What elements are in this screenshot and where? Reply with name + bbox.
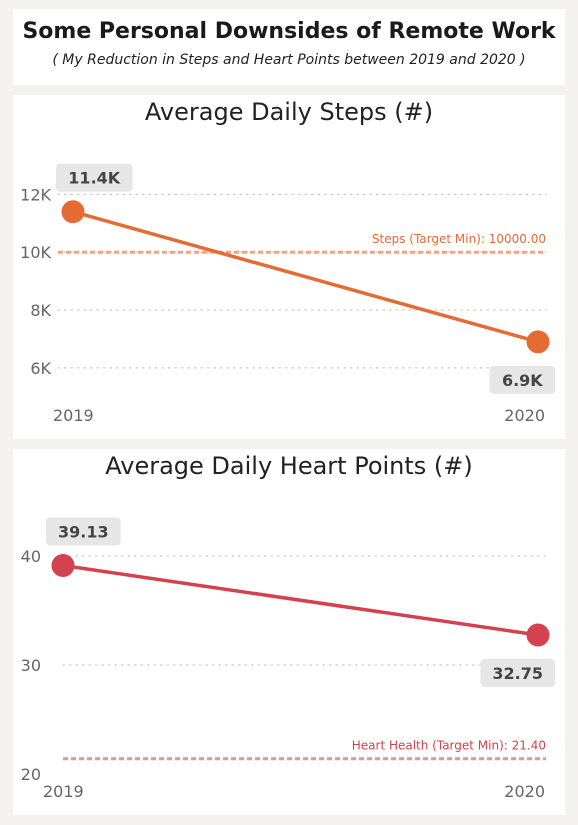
steps-chart-title: Average Daily Steps (#) [144,98,434,126]
y-tick-label: 30 [21,656,41,675]
data-label: 39.13 [58,522,109,541]
data-point [526,623,550,647]
data-label-box [489,365,555,394]
data-label-box [46,517,121,546]
heart-points-chart-card: Average Daily Heart Points (#) 20 30 40 201… [13,449,565,815]
reference-line-label: Steps (Target Min): 10000.00 [372,232,546,246]
data-label: 6.9K [502,371,543,390]
x-tick-label: 2019 [53,406,94,425]
heart-points-chart: 20 30 40 2019 2020 Heart Health (Target Min):… [21,517,555,801]
y-tick-label: 40 [21,547,41,566]
data-point [61,200,85,224]
y-tick-label: 10K [20,243,51,262]
data-point [51,553,75,577]
data-label: 32.75 [492,664,543,683]
data-label-box [480,659,555,688]
x-tick-label: 2020 [504,406,545,425]
header-card: Some Personal Downsides of Remote Work (… [13,9,565,85]
page-subtitle: ( My Reduction in Steps and Heart Points… [52,52,526,68]
data-label: 11.4K [68,169,120,188]
reference-line-label: Heart Health (Target Min): 21.40 [352,739,546,753]
y-tick-label: 20 [21,765,41,784]
x-tick-label: 2020 [504,782,545,801]
series-line [62,563,539,637]
steps-chart-card: Average Daily Steps (#) 6K 8K 10K 12K 2019 20… [13,95,565,439]
x-tick-label: 2019 [43,782,84,801]
y-tick-label: 12K [20,185,51,204]
y-tick-label: 8K [30,301,51,320]
steps-chart: 6K 8K 10K 12K 2019 2020 Steps (Target Min): 10… [20,163,555,425]
heart-points-chart-title: Average Daily Heart Points (#) [105,452,473,480]
page-title: Some Personal Downsides of Remote Work [22,19,556,44]
y-tick-label: 6K [30,359,51,378]
data-point [526,330,550,354]
data-label-box [56,163,133,192]
series-line [72,210,539,344]
